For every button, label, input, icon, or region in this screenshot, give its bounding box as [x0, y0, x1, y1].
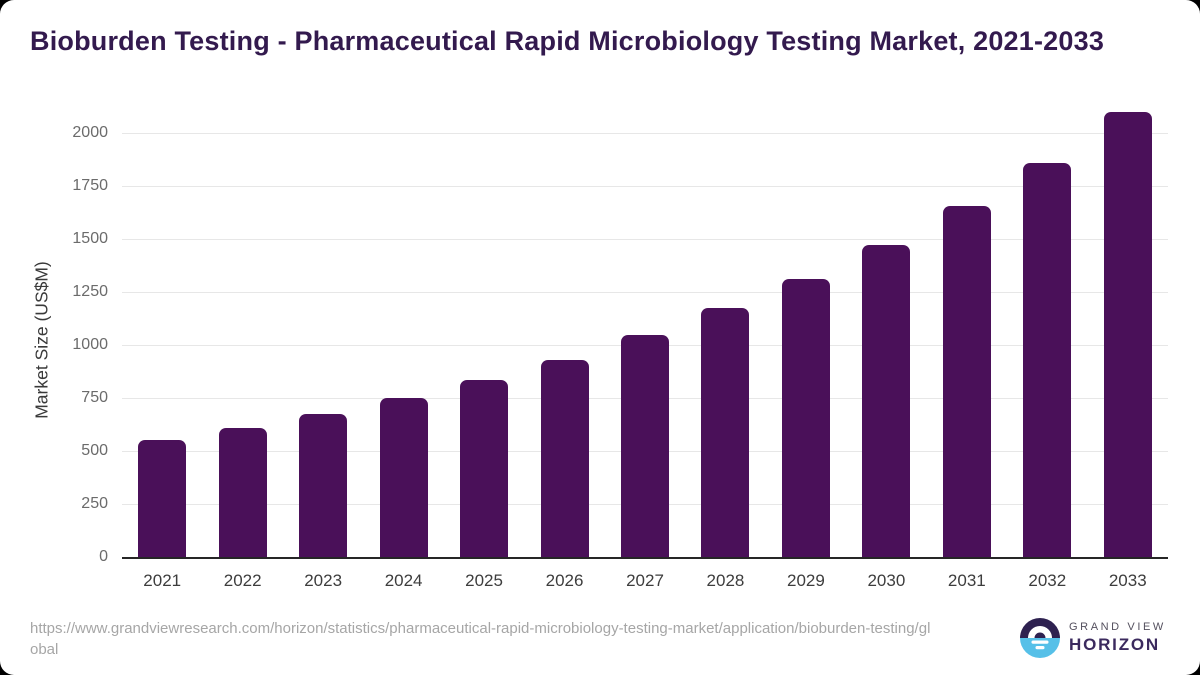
bar-2021	[138, 440, 187, 557]
bar-2028	[701, 307, 750, 557]
bar-2025	[460, 379, 509, 557]
plot-area: 0 250 500 750 1000 1250 1500 1750 2000 2021 2022 20…	[72, 105, 1168, 590]
y-tick-label: 0	[99, 548, 108, 565]
horizon-logo-icon	[1020, 618, 1060, 658]
y-tick-label: 1000	[72, 335, 108, 353]
x-tick-label: 2030	[867, 571, 906, 590]
y-tick-label: 2000	[72, 123, 108, 141]
bar-2029	[781, 279, 830, 557]
x-tick-label: 2027	[626, 571, 664, 590]
bar-2033	[1103, 112, 1152, 557]
x-tick-label: 2029	[787, 571, 825, 590]
gridline	[122, 238, 1168, 240]
chart-title: Bioburden Testing - Pharmaceutical Rapid…	[30, 26, 1105, 56]
x-tick-label: 2024	[384, 571, 423, 590]
bar-2027	[621, 335, 669, 557]
y-tick-label: 1750	[72, 176, 108, 194]
bar-2030	[862, 245, 911, 557]
bar-2024	[379, 397, 428, 557]
y-tick-label: 1250	[72, 282, 108, 300]
x-tick-label: 2028	[706, 571, 745, 590]
bar-2022	[218, 427, 267, 557]
x-tick-label: 2023	[304, 571, 343, 590]
bar-2026	[540, 359, 589, 557]
logo-text: GRAND VIEW HORIZON	[1069, 621, 1166, 655]
logo-product-line: HORIZON	[1069, 635, 1160, 654]
y-tick-label: 250	[81, 494, 108, 512]
grandview-horizon-logo: GRAND VIEW HORIZON	[1020, 618, 1166, 658]
y-tick-label: 500	[81, 441, 108, 459]
y-axis-title: Market Size (US$M)	[31, 261, 52, 419]
bar-2031	[942, 205, 991, 557]
y-tick-label: 1500	[72, 229, 108, 247]
x-tick-label: 2025	[465, 571, 503, 590]
gridline	[122, 185, 1168, 187]
bar-2032	[1023, 163, 1072, 557]
y-tick-label: 750	[81, 388, 108, 406]
x-tick-label: 2021	[143, 571, 182, 590]
gridline	[122, 291, 1168, 293]
x-tick-label: 2032	[1028, 571, 1067, 590]
logo-brand-line: GRAND VIEW	[1069, 621, 1166, 633]
x-tick-label: 2022	[223, 571, 262, 590]
source-url: https://www.grandviewresearch.com/horizo…	[30, 620, 931, 658]
gridline	[122, 132, 1168, 134]
x-tick-label: 2033	[1108, 571, 1147, 590]
bar-2023	[299, 413, 348, 557]
x-tick-label: 2026	[545, 571, 584, 590]
x-tick-label: 2031	[947, 571, 986, 590]
